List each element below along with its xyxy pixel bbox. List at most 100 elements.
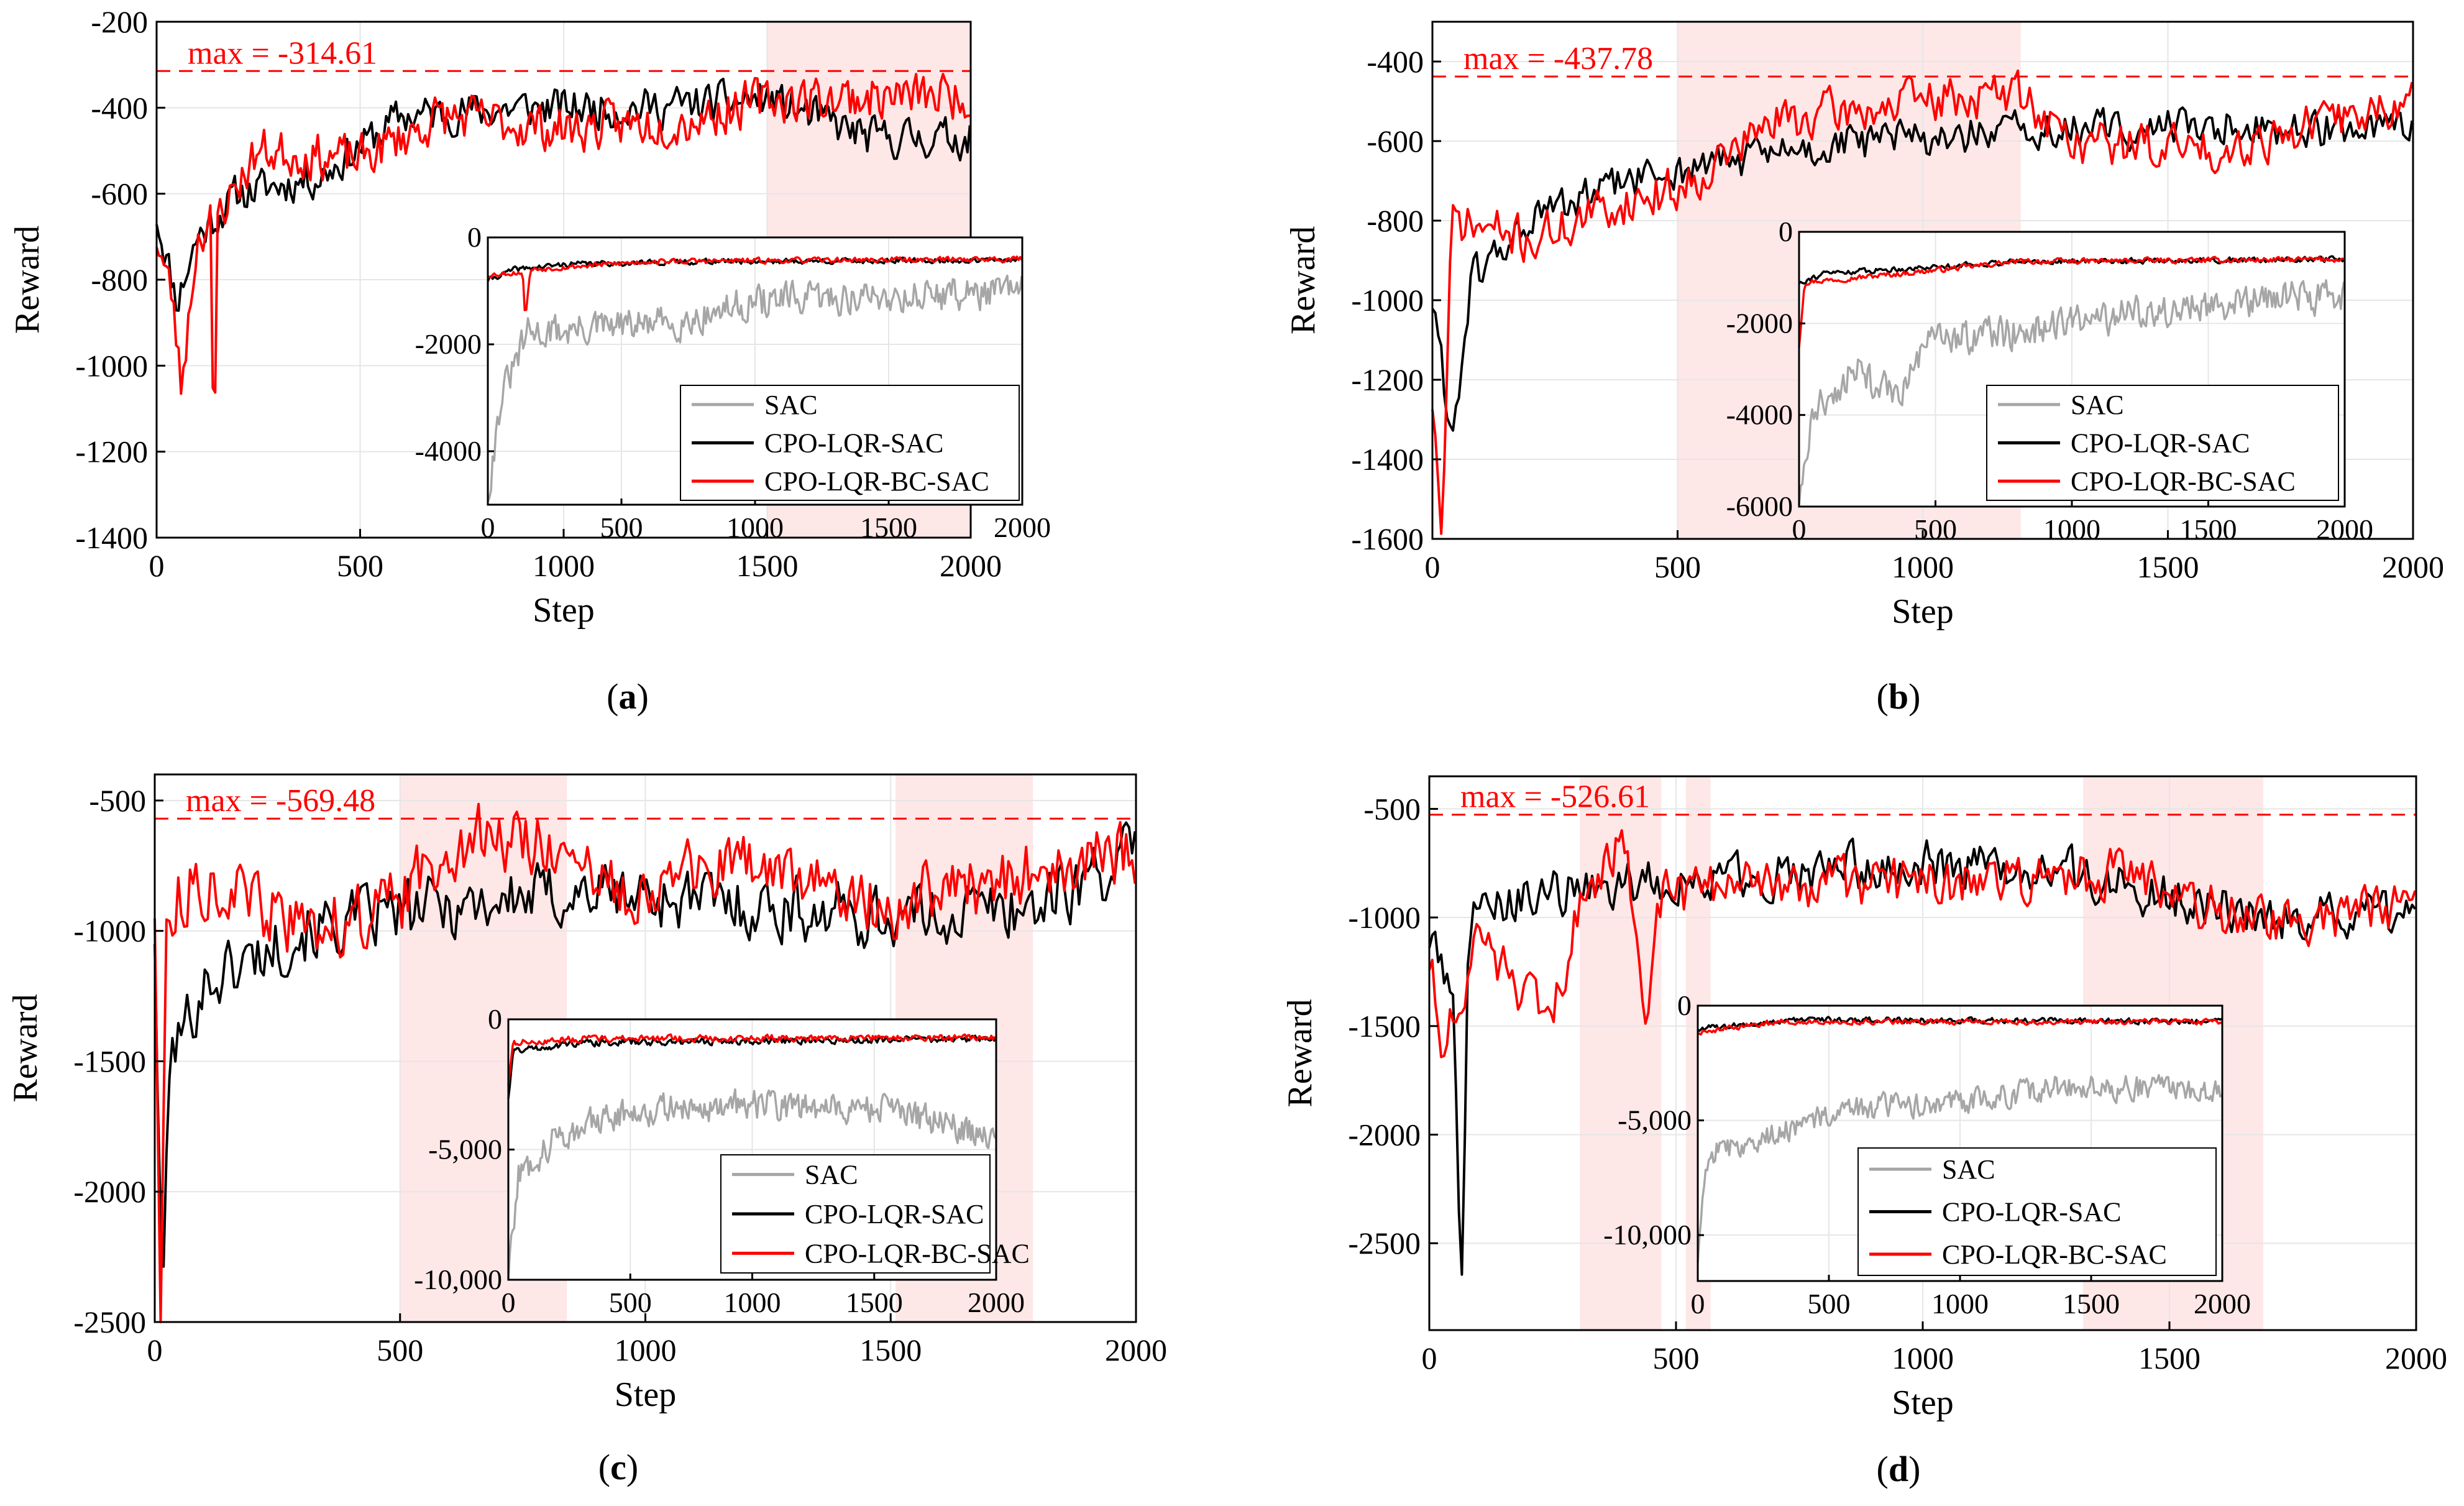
inset-series-cpo-lqr-bc-sac-line	[1697, 1017, 2222, 1036]
x-tick-label: 1500	[736, 548, 799, 583]
panel-d: max = -526.61 -2500 -2000 -1500 -1000 -500 0…	[1281, 775, 2447, 1489]
y-axis-label: Reward	[8, 226, 47, 334]
x-tick-label: 0	[1422, 1341, 1437, 1375]
inset-plot: -4000 -2000 0 0 500 1000 1500 2000 SAC CPO-LQR-SA…	[415, 221, 1051, 543]
y-tick-label: -1000	[73, 914, 146, 948]
y-tick-label: -1400	[1351, 442, 1424, 477]
inset-series-cpo-lqr-sac-line	[487, 256, 1022, 282]
inset-x-tick-label: 1500	[2063, 1288, 2120, 1320]
y-tick-label: -500	[1363, 791, 1421, 826]
legend: SAC CPO-LQR-SAC CPO-LQR-BC-SAC	[720, 1154, 1030, 1274]
legend-label-sac: SAC	[764, 390, 818, 420]
y-tick-label: -1500	[73, 1044, 146, 1078]
y-tick-label: -2500	[1348, 1226, 1421, 1260]
y-axis-label: Reward	[1281, 999, 1319, 1107]
y-tick-label: -200	[91, 4, 148, 39]
x-axis-label: Step	[1892, 1384, 1954, 1422]
y-axis-label: Reward	[1284, 226, 1322, 334]
inset-x-tick-label: 500	[609, 1287, 652, 1318]
legend-label-sac: SAC	[805, 1160, 858, 1190]
x-axis-label: Step	[1892, 592, 1954, 631]
inset-y-tick-label: 0	[488, 1003, 502, 1035]
inset-y-tick-label: -10,000	[1603, 1219, 1692, 1251]
x-tick-label: 2000	[1105, 1333, 1167, 1367]
inset-series-cpo-lqr-sac-line	[507, 1034, 997, 1099]
series-cpo-lqr-bc-sac-line	[1431, 69, 2414, 535]
y-tick-label: -2500	[73, 1305, 146, 1339]
inset-x-tick-label: 0	[1792, 513, 1807, 545]
legend-label-cpo-lqr-sac: CPO-LQR-SAC	[805, 1199, 984, 1229]
x-axis-label: Step	[533, 591, 595, 630]
y-tick-label: -400	[1367, 44, 1424, 79]
y-tick-label: -1200	[1351, 362, 1424, 397]
y-tick-label: -1400	[75, 520, 148, 555]
x-tick-label: 1000	[533, 548, 595, 583]
x-tick-label: 1500	[2137, 549, 2199, 584]
panel-caption: (d)	[1877, 1449, 1921, 1489]
max-label: max = -569.48	[186, 783, 375, 819]
inset-y-tick-label: -4000	[415, 435, 482, 467]
inset-y-tick-label: -2000	[415, 328, 482, 360]
legend-label-cpo-lqr-sac: CPO-LQR-SAC	[764, 428, 944, 459]
inset-series-sac-line	[1697, 1074, 2223, 1263]
inset-x-tick-label: 1000	[2043, 513, 2100, 545]
inset-x-tick-label: 500	[1808, 1288, 1851, 1320]
inset-x-tick-label: 1000	[1931, 1288, 1989, 1320]
y-tick-label: -1500	[1348, 1009, 1421, 1044]
panel-caption: (b)	[1877, 676, 1921, 717]
series-cpo-lqr-bc-sac-line	[153, 802, 1137, 1323]
inset-y-tick-label: -2000	[1726, 307, 1793, 339]
y-tick-label: -800	[91, 262, 148, 297]
inset-plot: -10,000 -5,000 0 0 500 1000 1500 2000 SAC CPO-LQR…	[1603, 989, 2251, 1320]
legend: SAC CPO-LQR-SAC CPO-LQR-BC-SAC	[1857, 1147, 2217, 1276]
inset-x-tick-label: 500	[1914, 513, 1957, 545]
y-tick-label: -600	[91, 177, 148, 211]
x-tick-label: 0	[1425, 549, 1440, 584]
inset-y-tick-label: 0	[467, 221, 482, 253]
inset-series-sac-line	[487, 274, 1023, 502]
x-tick-label: 1000	[615, 1333, 677, 1367]
inset-x-tick-label: 1500	[2180, 513, 2237, 545]
series-cpo-lqr-bc-sac-line	[155, 73, 970, 395]
legend-label-cpo-lqr-bc-sac: CPO-LQR-BC-SAC	[2071, 466, 2296, 497]
legend-label-cpo-lqr-sac: CPO-LQR-SAC	[2071, 428, 2250, 459]
inset-x-tick-label: 2000	[994, 512, 1051, 543]
legend-label-cpo-lqr-bc-sac: CPO-LQR-BC-SAC	[1942, 1239, 2167, 1270]
x-tick-label: 0	[149, 548, 165, 583]
y-tick-label: -400	[91, 90, 148, 125]
inset-series-sac-line	[1798, 279, 2345, 505]
inset-series-cpo-lqr-bc-sac-line	[487, 255, 1023, 311]
inset-x-tick-label: 1500	[860, 512, 917, 543]
x-tick-label: 2000	[940, 548, 1002, 583]
x-axis-label: Step	[615, 1375, 677, 1414]
x-tick-label: 2000	[2385, 1341, 2447, 1375]
legend-label-cpo-lqr-sac: CPO-LQR-SAC	[1942, 1197, 2122, 1228]
legend: SAC CPO-LQR-SAC CPO-LQR-BC-SAC	[680, 385, 1020, 501]
inset-series-cpo-lqr-bc-sac-line	[507, 1033, 996, 1086]
max-label: max = -437.78	[1463, 41, 1653, 76]
inset-x-tick-label: 2000	[2194, 1288, 2251, 1320]
inset-plot: -6000 -4000 -2000 0 0 500 1000 1500 2000 SAC CPO-L…	[1726, 216, 2373, 545]
legend-label-cpo-lqr-bc-sac: CPO-LQR-BC-SAC	[764, 466, 989, 497]
x-tick-label: 500	[1654, 549, 1701, 584]
inset-series-sac-line	[507, 1088, 997, 1280]
panel-a: max = -314.61 -1400 -1200 -1000 -800 -600 -40…	[8, 4, 1051, 717]
max-label: max = -314.61	[188, 35, 377, 71]
inset-x-tick-label: 1000	[724, 1287, 781, 1318]
y-tick-label: -2000	[1348, 1118, 1421, 1152]
inset-series-cpo-lqr-sac-line	[1697, 1016, 2223, 1032]
x-tick-label: 1000	[1892, 1341, 1954, 1375]
x-tick-label: 0	[147, 1333, 163, 1367]
inset-y-tick-label: 0	[1779, 216, 1793, 247]
inset-x-tick-label: 0	[481, 512, 495, 543]
inset-y-tick-label: -10,000	[414, 1264, 502, 1295]
legend-label-sac: SAC	[2071, 390, 2124, 420]
series-cpo-lqr-sac-line	[155, 78, 971, 312]
y-axis-label: Reward	[6, 994, 45, 1102]
legend-label-sac: SAC	[1942, 1154, 1995, 1185]
y-tick-label: -1600	[1351, 521, 1424, 556]
y-tick-label: -500	[89, 783, 146, 818]
y-tick-label: -1200	[75, 434, 148, 469]
inset-x-tick-label: 2000	[968, 1287, 1025, 1318]
